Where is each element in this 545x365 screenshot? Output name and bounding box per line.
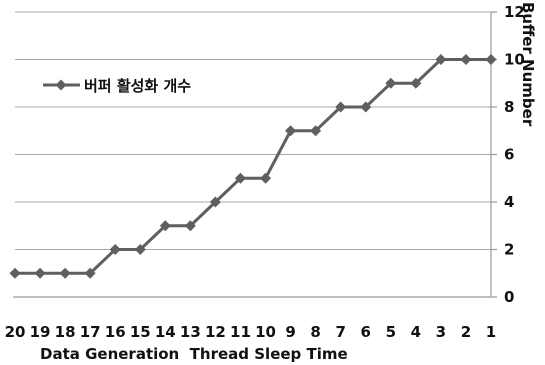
- y-tick-label-4: 4: [504, 193, 514, 211]
- data-point-3: [435, 54, 447, 65]
- y-tick-labels: 0 2 4 6 8 10 12: [491, 3, 525, 306]
- x-tick-label-14: 14: [155, 323, 176, 341]
- x-tick-label-11: 11: [230, 323, 251, 341]
- y-tick-label-12: 12: [504, 3, 525, 21]
- x-tick-label-1: 1: [486, 323, 496, 341]
- series-layer: [9, 54, 497, 279]
- data-point-11: [234, 172, 246, 184]
- data-point-7: [335, 101, 347, 113]
- x-tick-label-5: 5: [386, 323, 396, 341]
- data-point-14: [159, 220, 171, 232]
- data-point-6: [360, 101, 372, 113]
- y-tick-label-6: 6: [504, 146, 514, 164]
- data-point-13: [184, 220, 196, 232]
- data-point-10: [260, 172, 272, 184]
- x-tick-label-10: 10: [255, 323, 276, 341]
- x-tick-label-13: 13: [180, 323, 201, 341]
- x-tick-label-6: 6: [361, 323, 371, 341]
- y-tick-label-10: 10: [504, 51, 525, 69]
- x-tick-label-17: 17: [80, 323, 101, 341]
- x-tick-label-4: 4: [411, 323, 421, 341]
- data-point-18: [59, 267, 71, 279]
- data-point-1: [485, 54, 497, 65]
- x-tick-label-9: 9: [285, 323, 295, 341]
- x-tick-label-3: 3: [436, 323, 446, 341]
- y-tick-label-0: 0: [504, 288, 514, 306]
- data-point-8: [310, 125, 322, 137]
- gridlines: [15, 11, 491, 250]
- x-tick-label-18: 18: [55, 323, 76, 341]
- legend-label: 버퍼 활성화 개수: [84, 77, 191, 95]
- data-point-4: [410, 77, 422, 89]
- x-tick-label-16: 16: [105, 323, 126, 341]
- data-point-12: [209, 196, 221, 208]
- legend-diamond-marker: [55, 79, 67, 91]
- x-tick-label-7: 7: [335, 323, 345, 341]
- data-point-19: [34, 267, 46, 279]
- x-tick-label-12: 12: [205, 323, 226, 341]
- x-tick-labels: 20 19 18 17 16 15 14 13 12 11 10 9 8 7 6 5 4 3 2 1: [5, 323, 497, 341]
- x-tick-label-2: 2: [461, 323, 471, 341]
- data-point-9: [285, 125, 297, 137]
- data-point-16: [109, 244, 121, 255]
- legend: 버퍼 활성화 개수: [43, 77, 191, 95]
- data-point-5: [385, 77, 397, 89]
- y-axis-title: Buffer Number: [519, 2, 537, 127]
- y-tick-label-8: 8: [504, 98, 514, 116]
- x-tick-label-15: 15: [130, 323, 151, 341]
- data-point-2: [460, 54, 472, 65]
- x-tick-label-20: 20: [5, 323, 26, 341]
- y-tick-label-2: 2: [504, 241, 514, 259]
- data-point-20: [9, 267, 21, 279]
- data-point-15: [134, 244, 146, 255]
- x-tick-label-19: 19: [30, 323, 51, 341]
- data-point-17: [84, 267, 96, 279]
- x-axis-title: Data Generation Thread Sleep Time: [40, 345, 348, 363]
- x-tick-label-8: 8: [310, 323, 320, 341]
